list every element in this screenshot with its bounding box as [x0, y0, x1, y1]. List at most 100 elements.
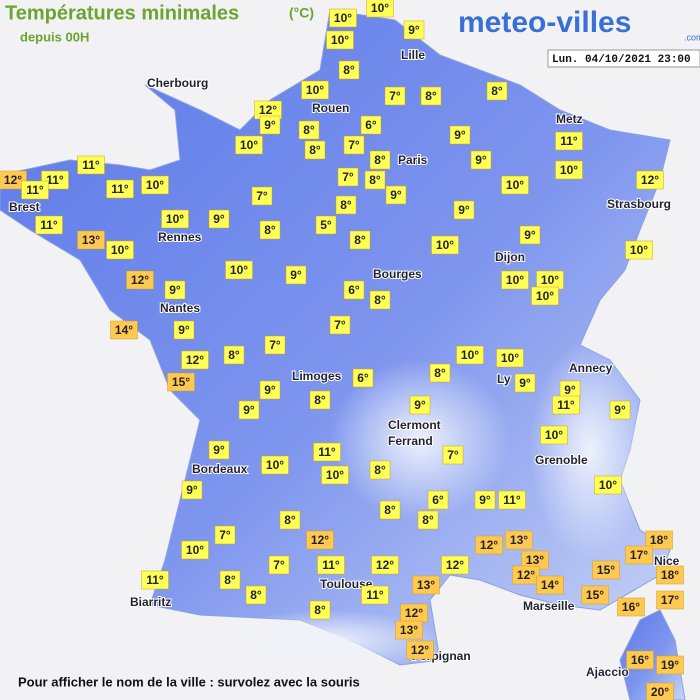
temperature[interactable]: 12° [186, 353, 204, 367]
temperature-box[interactable] [555, 131, 583, 151]
temperature-box[interactable] [173, 320, 195, 340]
temperature[interactable]: 9° [169, 283, 181, 297]
temperature-box[interactable] [309, 390, 331, 410]
temperature[interactable]: 11° [82, 158, 100, 172]
temperature[interactable]: 13° [417, 578, 435, 592]
temperature-box[interactable] [536, 575, 564, 595]
temperature[interactable]: 9° [458, 203, 470, 217]
temperature[interactable]: 8° [374, 293, 386, 307]
temperature[interactable]: 7° [273, 558, 285, 572]
temperature-box[interactable] [321, 465, 349, 485]
temperature-box[interactable] [181, 540, 209, 560]
temperature-box[interactable] [161, 209, 189, 229]
temperature[interactable]: 8° [354, 233, 366, 247]
temperature-box[interactable] [417, 510, 439, 530]
temperature[interactable]: 9° [564, 383, 576, 397]
temperature[interactable]: 9° [178, 323, 190, 337]
temperature[interactable]: 9° [264, 383, 276, 397]
temperature[interactable]: 10° [334, 11, 352, 25]
temperature-box[interactable] [514, 373, 536, 393]
temperature-box[interactable] [361, 585, 389, 605]
temperature-box[interactable] [259, 380, 281, 400]
temperature-box[interactable] [335, 195, 357, 215]
temperature[interactable]: 9° [290, 268, 302, 282]
temperature-box[interactable] [470, 150, 492, 170]
temperature-box[interactable] [251, 186, 273, 206]
temperature[interactable]: 13° [510, 533, 528, 547]
temperature[interactable]: 10° [266, 458, 284, 472]
temperature[interactable]: 8° [491, 84, 503, 98]
temperature[interactable]: 10° [186, 543, 204, 557]
temperature-box[interactable] [352, 368, 374, 388]
temperature[interactable]: 15° [586, 588, 604, 602]
temperature[interactable]: 7° [269, 338, 281, 352]
temperature[interactable]: 12° [405, 606, 423, 620]
temperature[interactable]: 10° [506, 273, 524, 287]
temperature-box[interactable] [261, 455, 289, 475]
temperature-box[interactable] [329, 8, 357, 28]
temperature-box[interactable] [369, 290, 391, 310]
temperature[interactable]: 13° [526, 553, 544, 567]
temperature[interactable]: 9° [186, 483, 198, 497]
temperature-box[interactable] [309, 600, 331, 620]
temperature[interactable]: 12° [376, 558, 394, 572]
temperature[interactable]: 10° [326, 468, 344, 482]
temperature-box[interactable] [384, 86, 406, 106]
temperature-box[interactable] [106, 179, 134, 199]
temperature-box[interactable] [106, 240, 134, 260]
temperature-box[interactable] [429, 363, 451, 383]
temperature[interactable]: 9° [213, 212, 225, 226]
temperature-box[interactable] [349, 230, 371, 250]
temperature[interactable]: 9° [264, 118, 276, 132]
temperature-box[interactable] [617, 597, 645, 617]
temperature[interactable]: 10° [599, 478, 617, 492]
temperature-box[interactable] [505, 530, 533, 550]
temperature[interactable]: 8° [314, 393, 326, 407]
temperature[interactable]: 7° [447, 448, 459, 462]
temperature[interactable]: 9° [614, 403, 626, 417]
temperature-box[interactable] [223, 345, 245, 365]
temperature[interactable]: 8° [374, 463, 386, 477]
temperature[interactable]: 10° [545, 428, 563, 442]
temperature-box[interactable] [449, 125, 471, 145]
temperature-box[interactable] [555, 160, 583, 180]
temperature[interactable]: 15° [597, 563, 615, 577]
temperature-box[interactable] [395, 620, 423, 640]
temperature[interactable]: 6° [348, 283, 360, 297]
temperature[interactable]: 12° [4, 173, 22, 187]
temperature[interactable]: 6° [365, 118, 377, 132]
temperature-box[interactable] [268, 555, 290, 575]
temperature-box[interactable] [406, 640, 434, 660]
temperature-box[interactable] [225, 260, 253, 280]
temperature-box[interactable] [501, 175, 529, 195]
temperature-box[interactable] [208, 440, 230, 460]
temperature-box[interactable] [141, 570, 169, 590]
temperature-box[interactable] [656, 655, 684, 675]
temperature[interactable]: 6° [432, 493, 444, 507]
temperature-box[interactable] [474, 490, 496, 510]
temperature-box[interactable] [369, 150, 391, 170]
temperature-box[interactable] [403, 20, 425, 40]
temperature[interactable]: 17° [630, 548, 648, 562]
temperature-box[interactable] [259, 115, 281, 135]
temperature[interactable]: 11° [503, 493, 521, 507]
temperature-box[interactable] [313, 442, 341, 462]
temperature-box[interactable] [338, 60, 360, 80]
temperature-box[interactable] [0, 170, 27, 190]
temperature-box[interactable] [581, 585, 609, 605]
temperature-box[interactable] [259, 220, 281, 240]
temperature[interactable]: 12° [446, 558, 464, 572]
temperature[interactable]: 8° [284, 513, 296, 527]
temperature-box[interactable] [279, 510, 301, 530]
temperature-box[interactable] [442, 445, 464, 465]
temperature[interactable]: 11° [366, 588, 384, 602]
temperature[interactable]: 7° [219, 528, 231, 542]
temperature-box[interactable] [238, 400, 260, 420]
temperature[interactable]: 9° [414, 398, 426, 412]
temperature-box[interactable] [181, 350, 209, 370]
temperature[interactable]: 18° [661, 568, 679, 582]
temperature[interactable]: 10° [560, 163, 578, 177]
temperature-box[interactable] [431, 235, 459, 255]
temperature-box[interactable] [326, 30, 354, 50]
temperature[interactable]: 11° [560, 134, 578, 148]
